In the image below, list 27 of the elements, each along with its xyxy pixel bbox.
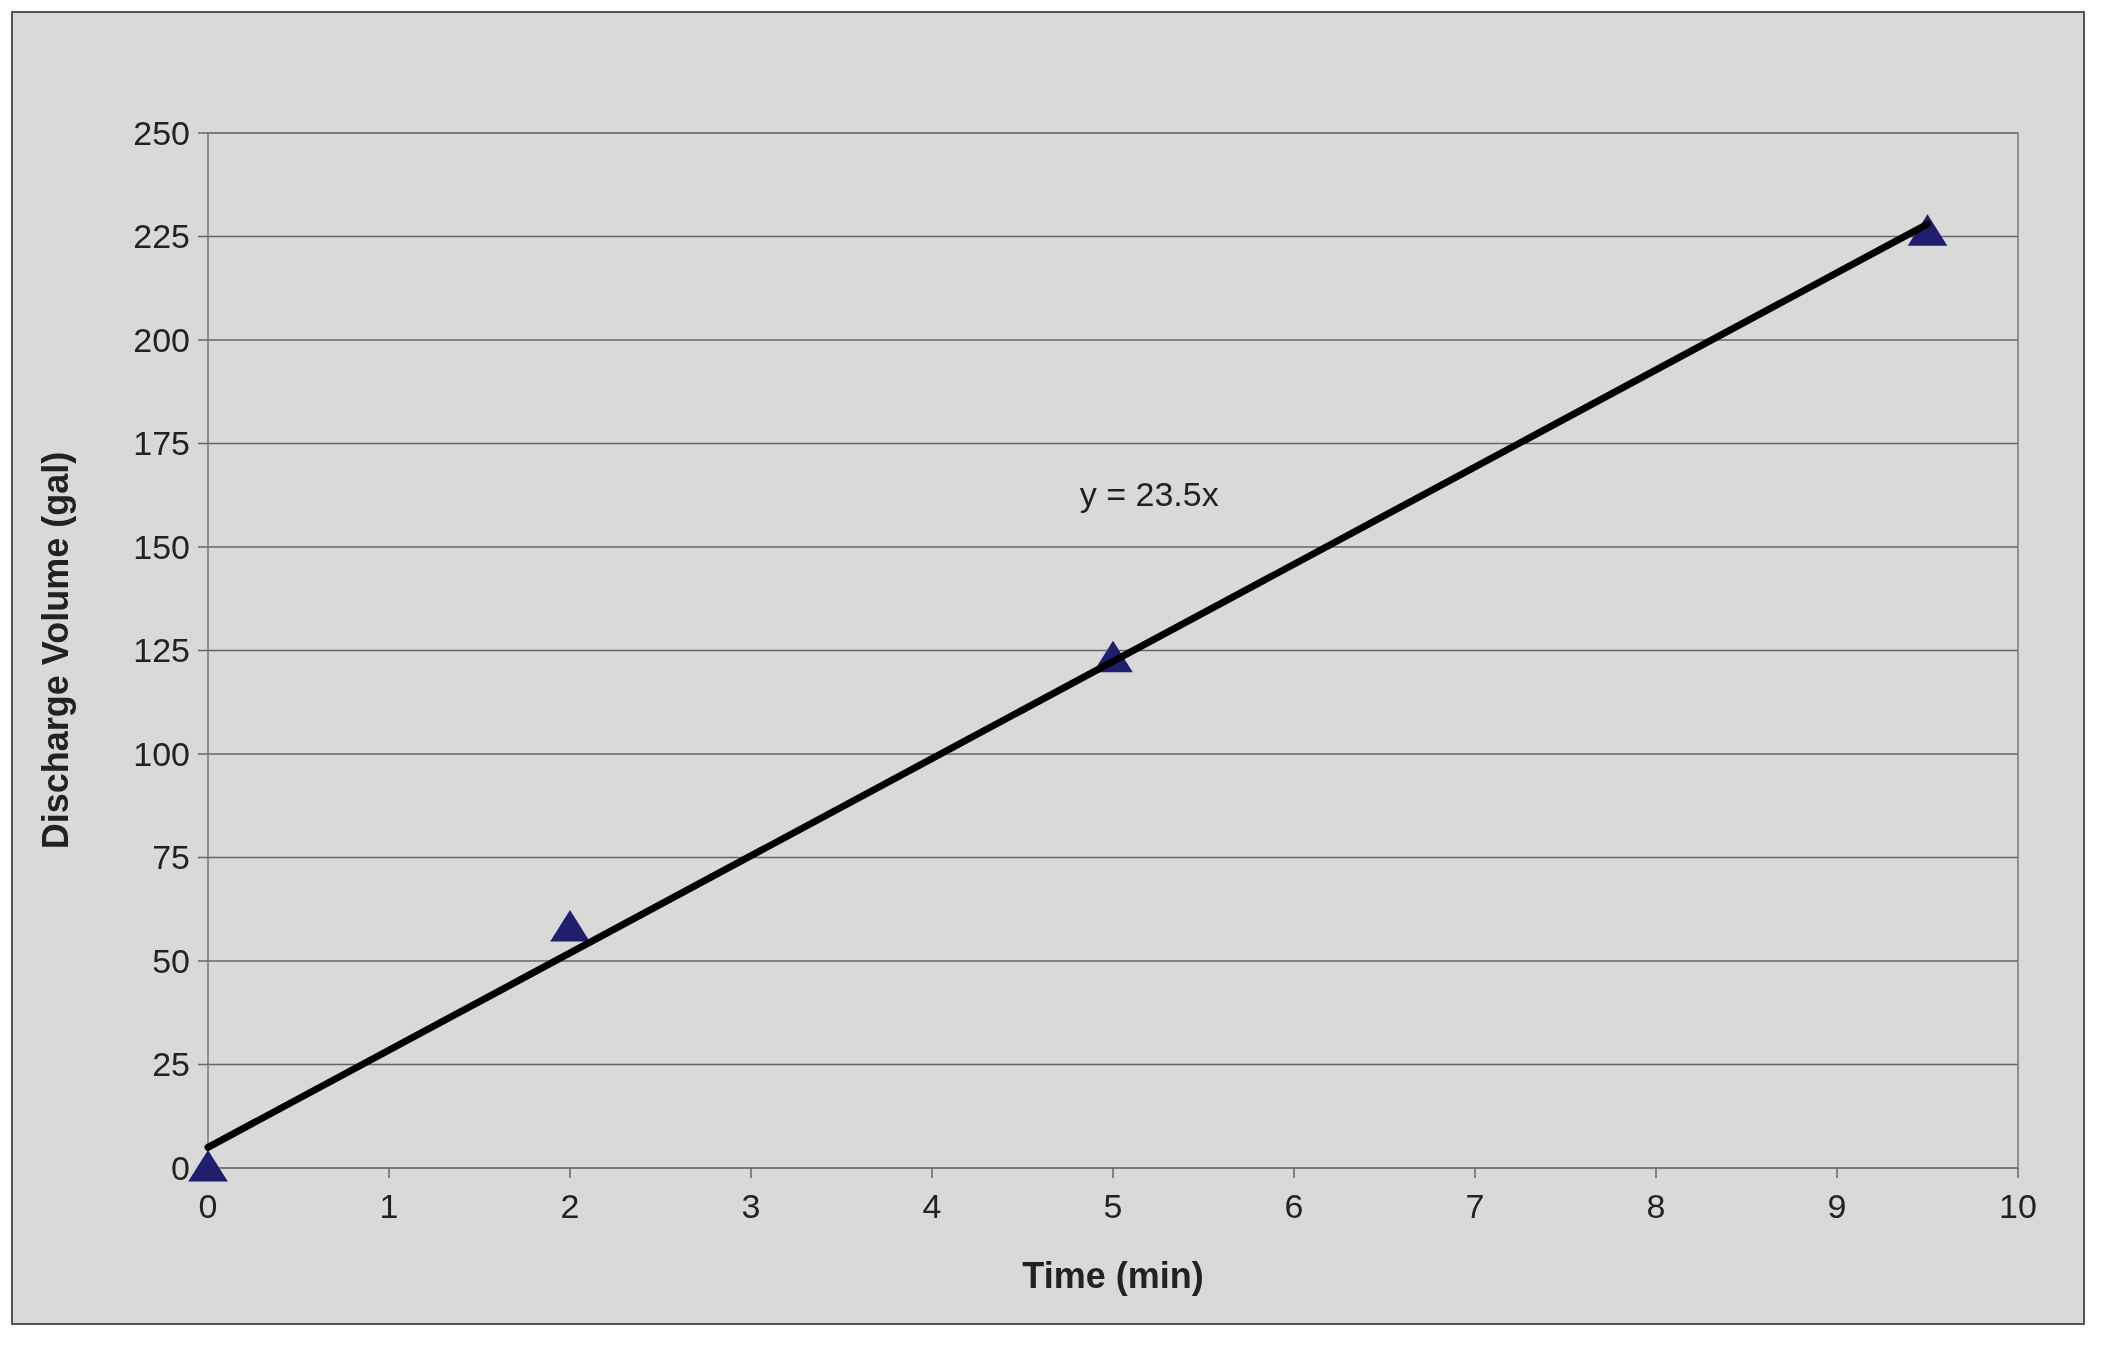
y-tick-label: 0	[171, 1148, 190, 1187]
point	[188, 1150, 228, 1182]
x-tick-label: 7	[1465, 1187, 1485, 1225]
y-tick-label: 175	[133, 424, 190, 463]
x-tick-label: 10	[1999, 1187, 2037, 1225]
x-tick-label: 0	[198, 1187, 218, 1225]
y-tick-label: 50	[152, 941, 190, 980]
x-tick-label: 9	[1827, 1187, 1847, 1225]
y-tick-label: 25	[152, 1045, 190, 1084]
x-tick-label: 2	[560, 1187, 580, 1225]
x-tick-label: 5	[1103, 1187, 1123, 1225]
y-tick-label: 125	[133, 631, 190, 670]
x-tick-label: 4	[922, 1187, 942, 1225]
y-tick-label: 225	[133, 217, 190, 256]
x-tick-label: 8	[1646, 1187, 1666, 1225]
y-axis-title: Discharge Volume (gal)	[35, 451, 76, 850]
annotation: y = 23.5x	[1079, 474, 1219, 513]
y-tick-label: 250	[133, 113, 190, 152]
x-axis-title: Time (min)	[1022, 1255, 1204, 1296]
y-tick-label: 150	[133, 527, 190, 566]
x-tick-label: 6	[1284, 1187, 1304, 1225]
y-tick-label: 75	[152, 838, 190, 877]
point	[550, 909, 590, 942]
y-tick-label: 100	[133, 734, 190, 773]
x-tick-label: 3	[741, 1187, 761, 1225]
y-tick-label: 200	[133, 320, 190, 359]
x-tick-label: 1	[379, 1187, 399, 1225]
